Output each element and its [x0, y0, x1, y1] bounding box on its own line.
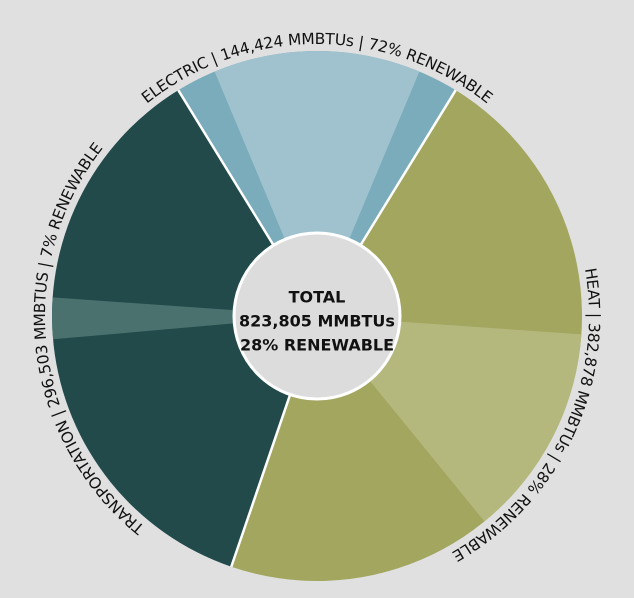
center-label: TOTAL: [289, 288, 346, 307]
center-label: 28% RENEWABLE: [240, 336, 394, 355]
slice-renewable: [214, 50, 420, 316]
center-label: 823,805 MMBTUs: [239, 312, 395, 331]
slice-renewable: [51, 297, 317, 340]
center-circle: [232, 231, 402, 401]
center-labels: TOTAL 823,805 MMBTUs 28% RENEWABLE: [239, 288, 395, 355]
